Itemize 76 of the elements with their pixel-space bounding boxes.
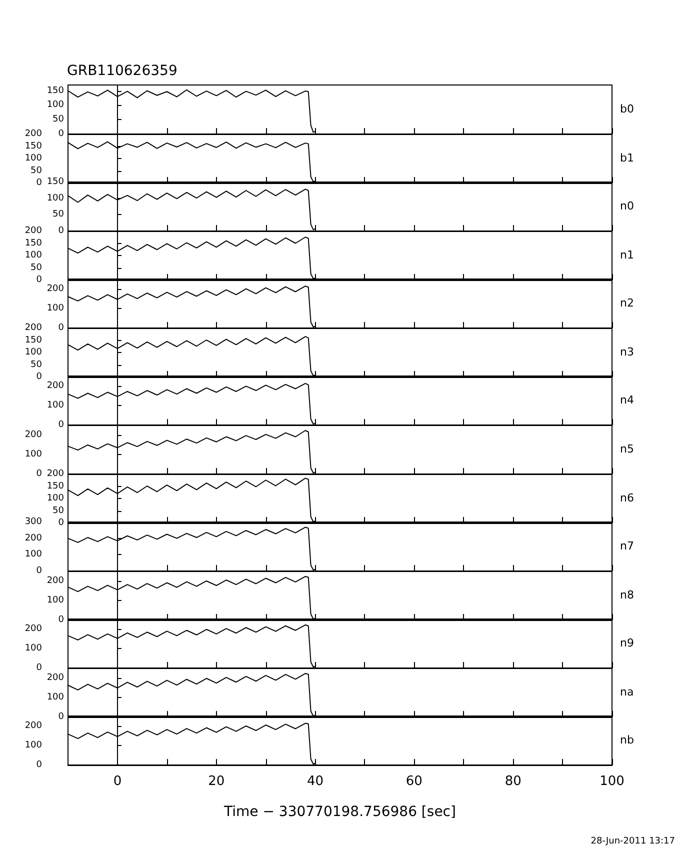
y-tick-label: 100 (46, 304, 64, 314)
text: n6 (620, 490, 634, 504)
text: nb (620, 734, 634, 747)
y-tick-label: 100 (46, 493, 64, 504)
x-tick-label: 80 (504, 774, 522, 790)
x-tick-label: 40 (307, 774, 324, 790)
y-tick-label: 0 (58, 129, 64, 139)
text: b0 (620, 102, 634, 116)
x-tick-label: 60 (406, 774, 422, 790)
y-tick-label: 150 (46, 480, 64, 491)
y-tick-label: 0 (36, 274, 42, 285)
y-tick-label: 0 (58, 323, 64, 334)
y-tick-label: 0 (36, 468, 42, 479)
y-tick-label: 50 (52, 114, 64, 125)
text: n8 (620, 588, 634, 601)
y-tick-label: 200 (46, 468, 64, 479)
y-tick-label: 150 (24, 140, 42, 151)
y-tick-label: 0 (58, 518, 64, 528)
y-tick-label: 300 (24, 517, 42, 528)
y-tick-label: 200 (24, 721, 42, 732)
y-tick-label: 200 (46, 284, 64, 294)
x-tick-label: 100 (600, 774, 624, 790)
y-tick-label: 200 (24, 430, 42, 440)
y-tick-label: 100 (24, 250, 42, 260)
y-tick-label: 100 (24, 449, 42, 460)
y-tick-label: 200 (24, 533, 42, 544)
y-tick-label: 200 (24, 226, 42, 236)
text: na (620, 685, 634, 698)
x-axis-title: Time − 330770198.756986 [sec] (223, 804, 456, 820)
y-tick-label: 200 (46, 672, 64, 683)
x-tick-label: 0 (113, 774, 122, 790)
y-tick-label: 0 (58, 614, 64, 625)
y-tick-label: 200 (46, 381, 64, 392)
y-tick-label: 50 (30, 262, 42, 272)
y-tick-label: 0 (36, 663, 42, 674)
y-tick-label: 0 (36, 178, 42, 188)
text: n0 (620, 199, 634, 212)
y-tick-label: 0 (58, 226, 64, 236)
y-tick-label: 100 (24, 550, 42, 560)
text: b1 (620, 150, 634, 164)
text: n2 (620, 296, 634, 310)
y-tick-label: 100 (24, 740, 42, 751)
text: n5 (620, 442, 634, 456)
y-tick-label: 0 (36, 566, 42, 576)
y-tick-label: 0 (36, 372, 42, 382)
y-tick-label: 200 (24, 624, 42, 634)
chart-title: GRB110626359 (67, 63, 178, 79)
y-tick-label: 150 (24, 335, 42, 346)
text: n3 (620, 345, 634, 358)
text: 28-Jun-2011 13:17 (590, 836, 676, 847)
y-tick-label: 100 (24, 347, 42, 358)
text: n4 (620, 394, 634, 407)
y-tick-label: 0 (36, 760, 42, 770)
y-tick-label: 50 (30, 165, 42, 176)
y-tick-label: 0 (58, 712, 64, 722)
y-tick-label: 100 (46, 100, 64, 110)
y-tick-label: 100 (24, 644, 42, 654)
y-tick-label: 100 (24, 153, 42, 164)
text: n7 (620, 539, 634, 552)
x-tick-label: 20 (208, 774, 225, 790)
text: n1 (620, 248, 634, 261)
y-tick-label: 150 (24, 238, 42, 248)
y-tick-label: 200 (24, 322, 42, 333)
y-tick-label: 100 (46, 595, 64, 606)
y-tick-label: 0 (58, 420, 64, 430)
y-tick-label: 150 (46, 86, 64, 96)
y-tick-label: 100 (46, 193, 64, 204)
y-tick-label: 50 (52, 210, 64, 220)
y-tick-label: 150 (46, 177, 64, 188)
y-tick-label: 100 (46, 692, 64, 702)
y-tick-label: 200 (46, 575, 64, 586)
y-tick-label: 200 (24, 128, 42, 139)
text: n9 (620, 636, 634, 650)
y-tick-label: 100 (46, 400, 64, 411)
y-tick-label: 50 (30, 360, 42, 370)
y-tick-label: 50 (52, 505, 64, 516)
